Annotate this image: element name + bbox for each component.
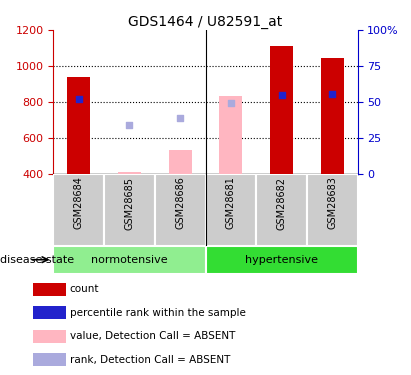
Bar [256,174,307,246]
Bar [206,174,256,246]
Text: hypertensive: hypertensive [245,255,318,265]
Text: percentile rank within the sample: percentile rank within the sample [70,308,246,318]
Bar [307,174,358,246]
Point [278,92,285,98]
Bar [321,58,344,174]
Text: GSM28685: GSM28685 [125,177,134,230]
Bar [169,150,192,174]
Point [76,96,82,102]
Bar [53,246,206,274]
Bar [219,96,242,174]
Bar [33,330,66,343]
Bar [206,246,358,274]
Text: value, Detection Call = ABSENT: value, Detection Call = ABSENT [70,331,235,341]
Point [177,116,183,122]
Text: count: count [70,284,99,294]
Bar [67,77,90,174]
Bar [104,174,155,246]
Text: GSM28683: GSM28683 [327,177,337,230]
Point [126,122,133,128]
Bar [33,283,66,296]
Point [329,92,335,98]
Text: GSM28686: GSM28686 [175,177,185,230]
Text: rank, Detection Call = ABSENT: rank, Detection Call = ABSENT [70,354,230,364]
Text: GSM28681: GSM28681 [226,177,236,230]
Text: GSM28684: GSM28684 [74,177,84,230]
Bar [270,46,293,174]
Point [228,100,234,106]
Bar [155,174,206,246]
Bar [118,172,141,174]
Text: normotensive: normotensive [91,255,168,265]
Title: GDS1464 / U82591_at: GDS1464 / U82591_at [128,15,283,29]
Bar [33,353,66,366]
Bar [33,306,66,319]
Text: GSM28682: GSM28682 [277,177,286,230]
Text: disease state: disease state [0,255,74,265]
Bar [53,174,104,246]
